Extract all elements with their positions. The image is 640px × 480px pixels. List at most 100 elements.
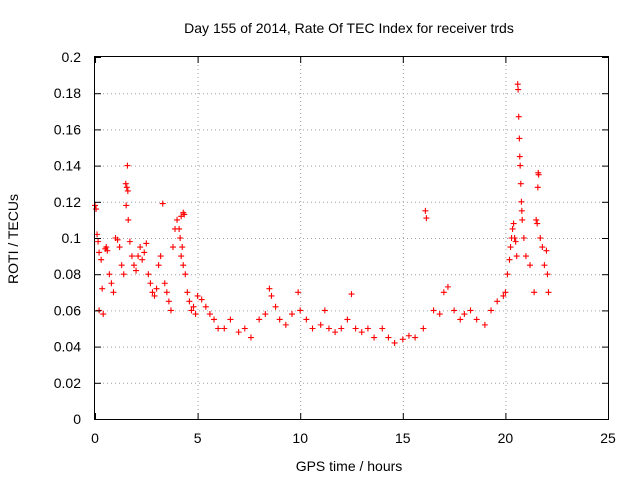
data-point [539, 244, 546, 251]
data-point [297, 307, 304, 314]
data-point [317, 321, 324, 328]
data-point [504, 271, 511, 278]
data-point [348, 291, 355, 298]
y-tick-label: 0.12 [54, 194, 81, 210]
data-point [509, 225, 516, 232]
y-tick-label: 0.02 [54, 375, 81, 391]
data-point [379, 325, 386, 332]
data-point [268, 292, 275, 299]
data-point [256, 316, 263, 323]
data-point [174, 216, 181, 223]
data-point [163, 289, 170, 296]
data-point [159, 200, 166, 207]
data-point [303, 316, 310, 323]
data-point [94, 231, 101, 238]
data-point [145, 271, 152, 278]
x-tick-label: 15 [395, 430, 411, 446]
data-point [124, 187, 131, 194]
data-point [103, 244, 110, 251]
data-point [110, 289, 117, 296]
data-point [179, 244, 186, 251]
data-point [420, 325, 427, 332]
data-point [139, 256, 146, 263]
y-tick-label: 0.04 [54, 339, 81, 355]
data-point [100, 311, 107, 318]
data-point [423, 215, 430, 222]
x-tick-label: 25 [600, 430, 616, 446]
data-point [533, 216, 540, 223]
x-tick-label: 0 [91, 430, 99, 446]
data-point [516, 135, 523, 142]
data-point [514, 81, 521, 88]
data-point [262, 311, 269, 318]
data-point [338, 325, 345, 332]
data-point [126, 238, 133, 245]
data-point [272, 303, 279, 310]
data-point [211, 316, 218, 323]
data-point [120, 271, 127, 278]
data-point [440, 289, 447, 296]
data-point [325, 325, 332, 332]
data-point [266, 285, 273, 292]
data-point [510, 220, 517, 227]
data-point [506, 256, 513, 263]
data-point [190, 303, 197, 310]
data-point [184, 289, 191, 296]
data-point [500, 292, 507, 299]
data-point [537, 235, 544, 241]
x-tick-label: 10 [292, 430, 308, 446]
x-tick-label: 20 [498, 430, 514, 446]
data-point [520, 235, 527, 241]
data-point [332, 329, 339, 336]
data-point [513, 253, 520, 260]
plot-frame [94, 56, 609, 420]
data-point [352, 325, 359, 332]
data-point [288, 311, 295, 318]
data-point [519, 216, 526, 223]
data-points [92, 81, 552, 346]
data-point [344, 316, 351, 323]
data-point [321, 307, 328, 314]
data-point [123, 202, 130, 209]
data-point [188, 307, 195, 314]
data-point [194, 292, 201, 299]
data-point [543, 247, 550, 254]
data-point [151, 292, 158, 299]
y-tick-label: 0.1 [62, 230, 82, 246]
data-point [522, 253, 529, 260]
data-point [535, 171, 542, 178]
data-point [235, 329, 242, 336]
data-point [488, 307, 495, 314]
data-point [494, 298, 501, 305]
y-tick-label: 0.2 [62, 49, 82, 65]
data-point [430, 307, 437, 314]
data-point [276, 316, 283, 323]
data-point [502, 289, 509, 296]
data-point [309, 325, 316, 332]
chart-title: Day 155 of 2014, Rate Of TEC Index for r… [184, 20, 514, 36]
y-tick-label: 0 [73, 411, 81, 427]
data-point [516, 153, 523, 160]
data-point [181, 211, 188, 218]
data-point [106, 271, 113, 278]
data-point [108, 280, 115, 287]
data-point [282, 321, 289, 328]
data-point [518, 207, 525, 214]
data-point [436, 311, 443, 318]
data-point [137, 244, 144, 251]
data-point [169, 244, 176, 251]
data-point [221, 325, 228, 332]
data-point [444, 283, 451, 290]
data-point [385, 334, 392, 341]
tick-layer: 0 5 10 15 20 25 0 0.02 0.04 0.06 0.08 0.1 0.12 0.14 0.… [54, 49, 616, 446]
data-point [125, 216, 132, 223]
data-point [545, 289, 552, 296]
data-point [130, 262, 137, 269]
data-point [531, 289, 538, 296]
data-point [141, 249, 148, 256]
data-point [124, 162, 131, 169]
data-point [247, 334, 254, 341]
data-point [133, 267, 140, 274]
